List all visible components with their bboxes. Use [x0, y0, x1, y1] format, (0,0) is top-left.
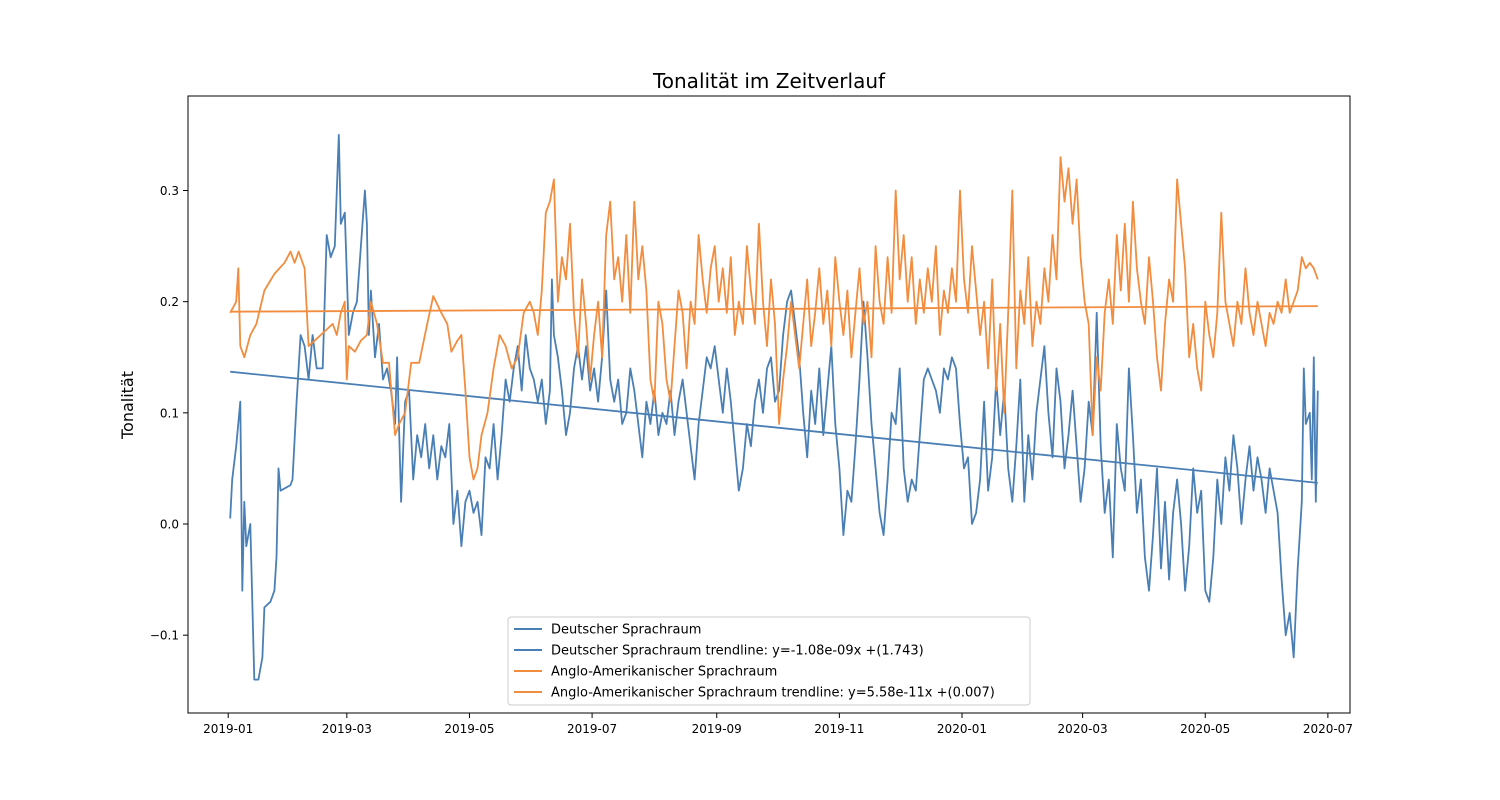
legend-box	[507, 616, 1031, 706]
x-tick-label: 2019-09	[692, 722, 742, 736]
legend-label: Deutscher Sprachraum trendline: y=-1.08e…	[551, 644, 924, 659]
y-tick-label: 0.3	[160, 184, 179, 198]
x-tick-label: 2020-05	[1180, 722, 1230, 736]
x-axis: 2019-01 2019-03 2019-05 2019-07 2019-09 2019-…	[203, 713, 1353, 736]
legend: Deutscher Sprachraum Deutscher Sprachraum…	[507, 616, 1031, 706]
x-tick-label: 2019-07	[567, 722, 617, 736]
legend-label: Anglo-Amerikanischer Sprachraum	[551, 665, 777, 680]
x-tick-label: 2019-11	[814, 722, 864, 736]
x-tick-label: 2020-03	[1058, 722, 1108, 736]
x-tick-label: 2020-01	[937, 722, 987, 736]
series-line-2	[230, 370, 1318, 484]
y-axis: −0.1 0.0 0.1 0.2 0.3	[150, 184, 188, 643]
plot-frame	[187, 95, 1351, 714]
y-tick-label: −0.1	[150, 629, 179, 643]
plot-series	[229, 134, 1319, 681]
x-tick-label: 2019-01	[203, 722, 253, 736]
x-tick-label: 2019-05	[444, 722, 494, 736]
legend-label: Anglo-Amerikanischer Sprachraum trendlin…	[551, 686, 995, 701]
x-tick-label: 2019-03	[322, 722, 372, 736]
series-line-4	[230, 305, 1318, 313]
y-tick-label: 0.2	[160, 295, 179, 309]
chart-title: Tonalität im Zeitverlauf	[652, 69, 886, 93]
y-tick-label: 0.0	[160, 518, 179, 532]
legend-label: Deutscher Sprachraum	[551, 623, 701, 638]
y-tick-label: 0.1	[160, 406, 179, 420]
x-tick-label: 2020-07	[1303, 722, 1353, 736]
y-axis-title: Tonalität	[118, 371, 137, 440]
series-line-1	[229, 134, 1319, 681]
series-line-3	[229, 156, 1319, 481]
